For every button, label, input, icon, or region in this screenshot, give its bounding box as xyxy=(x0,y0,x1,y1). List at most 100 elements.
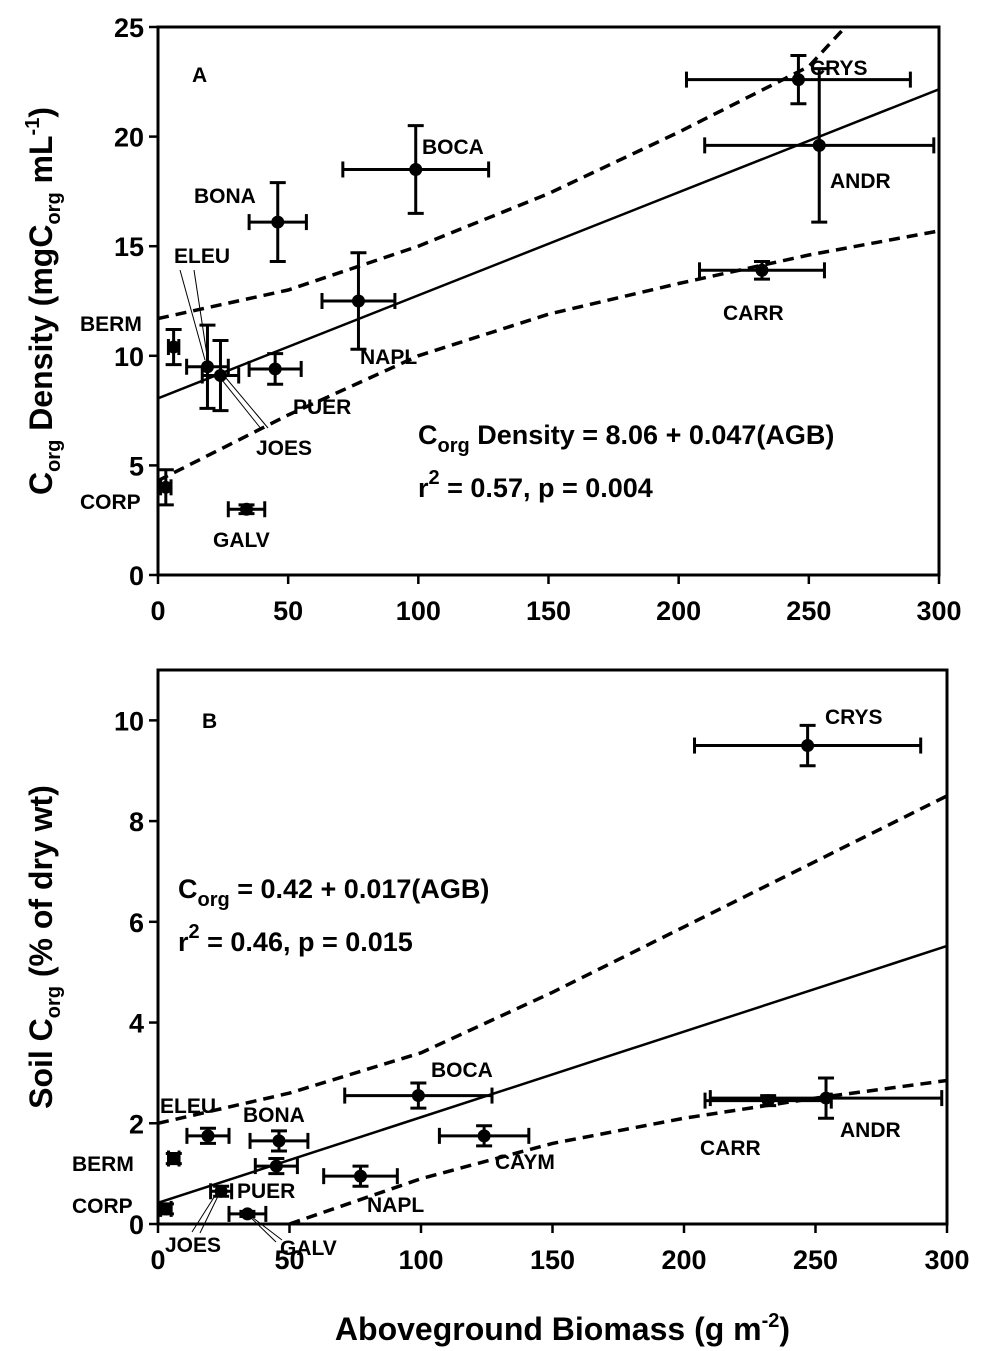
point-label-crys: CRYS xyxy=(810,57,868,80)
point-marker xyxy=(269,1159,283,1173)
leader-line-eleu xyxy=(179,269,206,361)
x-tick-label: 300 xyxy=(916,596,961,626)
data-point-crys xyxy=(684,53,912,106)
x-tick-label: 200 xyxy=(656,596,701,626)
data-point-crys xyxy=(693,723,923,768)
y-tick-label: 15 xyxy=(114,232,144,262)
x-tick-label: 50 xyxy=(273,596,303,626)
point-label-berm: BERM xyxy=(80,313,142,336)
y-tick-label: 4 xyxy=(129,1009,144,1039)
point-label-bona: BONA xyxy=(194,185,256,208)
leader-line-joes xyxy=(225,377,269,429)
panel-B: 0 50 100 150 200 250 300 0 2 4 6 8 10 CRYS BOCA ANDR CAR… xyxy=(23,668,970,1347)
y-tick-label: 0 xyxy=(129,561,144,591)
data-point-bona xyxy=(247,181,308,264)
y-axis-title: Corg Density (mgCorg mL-1) xyxy=(22,107,65,495)
data-point-bona xyxy=(248,1129,310,1153)
data-point-corp xyxy=(157,1200,174,1217)
regression-equation: Corg Density = 8.06 + 0.047(AGB) xyxy=(418,420,834,457)
point-marker xyxy=(213,369,227,383)
point-label-eleu: ELEU xyxy=(174,245,230,268)
confidence-band-lower xyxy=(158,229,939,483)
point-marker xyxy=(240,1207,254,1221)
point-label-galv: GALV xyxy=(213,529,270,552)
leader-line-galv xyxy=(247,1213,283,1241)
data-point-joes xyxy=(200,338,241,413)
x-tick-label: 300 xyxy=(924,1245,969,1275)
data-point-puer xyxy=(247,352,303,386)
x-tick-label: 50 xyxy=(274,1245,304,1275)
point-label-puer: PUER xyxy=(293,396,351,419)
point-marker xyxy=(801,739,815,753)
confidence-band-lower xyxy=(288,1078,947,1224)
point-label-boca: BOCA xyxy=(431,1059,493,1082)
regression-line xyxy=(158,88,939,400)
point-marker xyxy=(268,362,282,376)
point-label-puer: PUER xyxy=(237,1180,295,1203)
panel-letter: A xyxy=(192,64,207,87)
y-tick-label: 0 xyxy=(129,1210,144,1240)
point-label-napl: NAPL xyxy=(360,346,417,369)
data-point-boca xyxy=(341,124,491,215)
point-marker xyxy=(201,1129,215,1143)
point-marker xyxy=(351,294,365,308)
data-point-andr xyxy=(708,1076,944,1120)
point-label-joes: JOES xyxy=(165,1234,221,1257)
point-label-berm: BERM xyxy=(72,1153,134,1176)
panel-A: 0 50 100 150 200 250 300 0 5 10 15 20 25 CRYS ANDR BOCA… xyxy=(22,13,962,626)
point-label-bona: BONA xyxy=(243,1104,305,1127)
point-label-andr: ANDR xyxy=(830,170,891,193)
point-marker xyxy=(271,215,285,229)
point-label-boca: BOCA xyxy=(422,136,484,159)
x-tick-label: 150 xyxy=(530,1245,575,1275)
data-point-galv xyxy=(226,501,267,518)
point-label-corp: CORP xyxy=(72,1195,133,1218)
data-point-caym xyxy=(437,1124,531,1148)
data-point-boca xyxy=(343,1081,494,1110)
data-point-eleu xyxy=(185,1126,231,1145)
data-point-napl xyxy=(320,251,397,351)
data-point-carr xyxy=(703,1092,833,1109)
leader-line-eleu xyxy=(193,269,209,363)
data-point-andr xyxy=(703,67,936,224)
point-marker xyxy=(167,1152,181,1166)
point-marker xyxy=(240,502,254,516)
y-tick-label: 10 xyxy=(114,706,144,736)
data-point-napl xyxy=(322,1164,399,1188)
regression-stats: r2 = 0.57, p = 0.004 xyxy=(418,467,653,503)
x-tick-label: 150 xyxy=(526,596,571,626)
data-point-galv xyxy=(227,1205,268,1222)
x-tick-label: 0 xyxy=(150,1245,165,1275)
regression-line xyxy=(158,944,947,1205)
data-point-berm xyxy=(165,1150,182,1167)
leader-line-joes xyxy=(191,1190,219,1233)
y-tick-label: 10 xyxy=(114,342,144,372)
point-marker xyxy=(272,1134,286,1148)
regression-equation: Corg = 0.42 + 0.017(AGB) xyxy=(178,874,489,911)
point-label-joes: JOES xyxy=(256,437,312,460)
plot-lines xyxy=(158,794,947,1224)
y-tick-label: 6 xyxy=(129,908,144,938)
point-label-corp: CORP xyxy=(80,491,141,514)
data-point-puer xyxy=(253,1157,299,1176)
leader-line-joes xyxy=(199,1191,221,1234)
point-marker xyxy=(409,162,423,176)
point-marker xyxy=(791,73,805,87)
x-tick-label: 0 xyxy=(150,596,165,626)
point-label-andr: ANDR xyxy=(840,1119,901,1142)
point-label-galv: GALV xyxy=(280,1237,337,1260)
point-marker xyxy=(159,480,173,494)
x-tick-label: 250 xyxy=(786,596,831,626)
data-point-corp xyxy=(157,468,174,507)
confidence-band-upper xyxy=(158,794,947,1126)
point-label-carr: CARR xyxy=(700,1137,761,1160)
confidence-band-upper xyxy=(158,27,847,321)
regression-stats: r2 = 0.46, p = 0.015 xyxy=(178,921,413,957)
x-tick-label: 100 xyxy=(398,1245,443,1275)
point-marker xyxy=(812,138,826,152)
point-label-carr: CARR xyxy=(723,302,784,325)
y-tick-label: 8 xyxy=(129,807,144,837)
plot-lines xyxy=(158,27,939,483)
point-marker xyxy=(755,263,769,277)
